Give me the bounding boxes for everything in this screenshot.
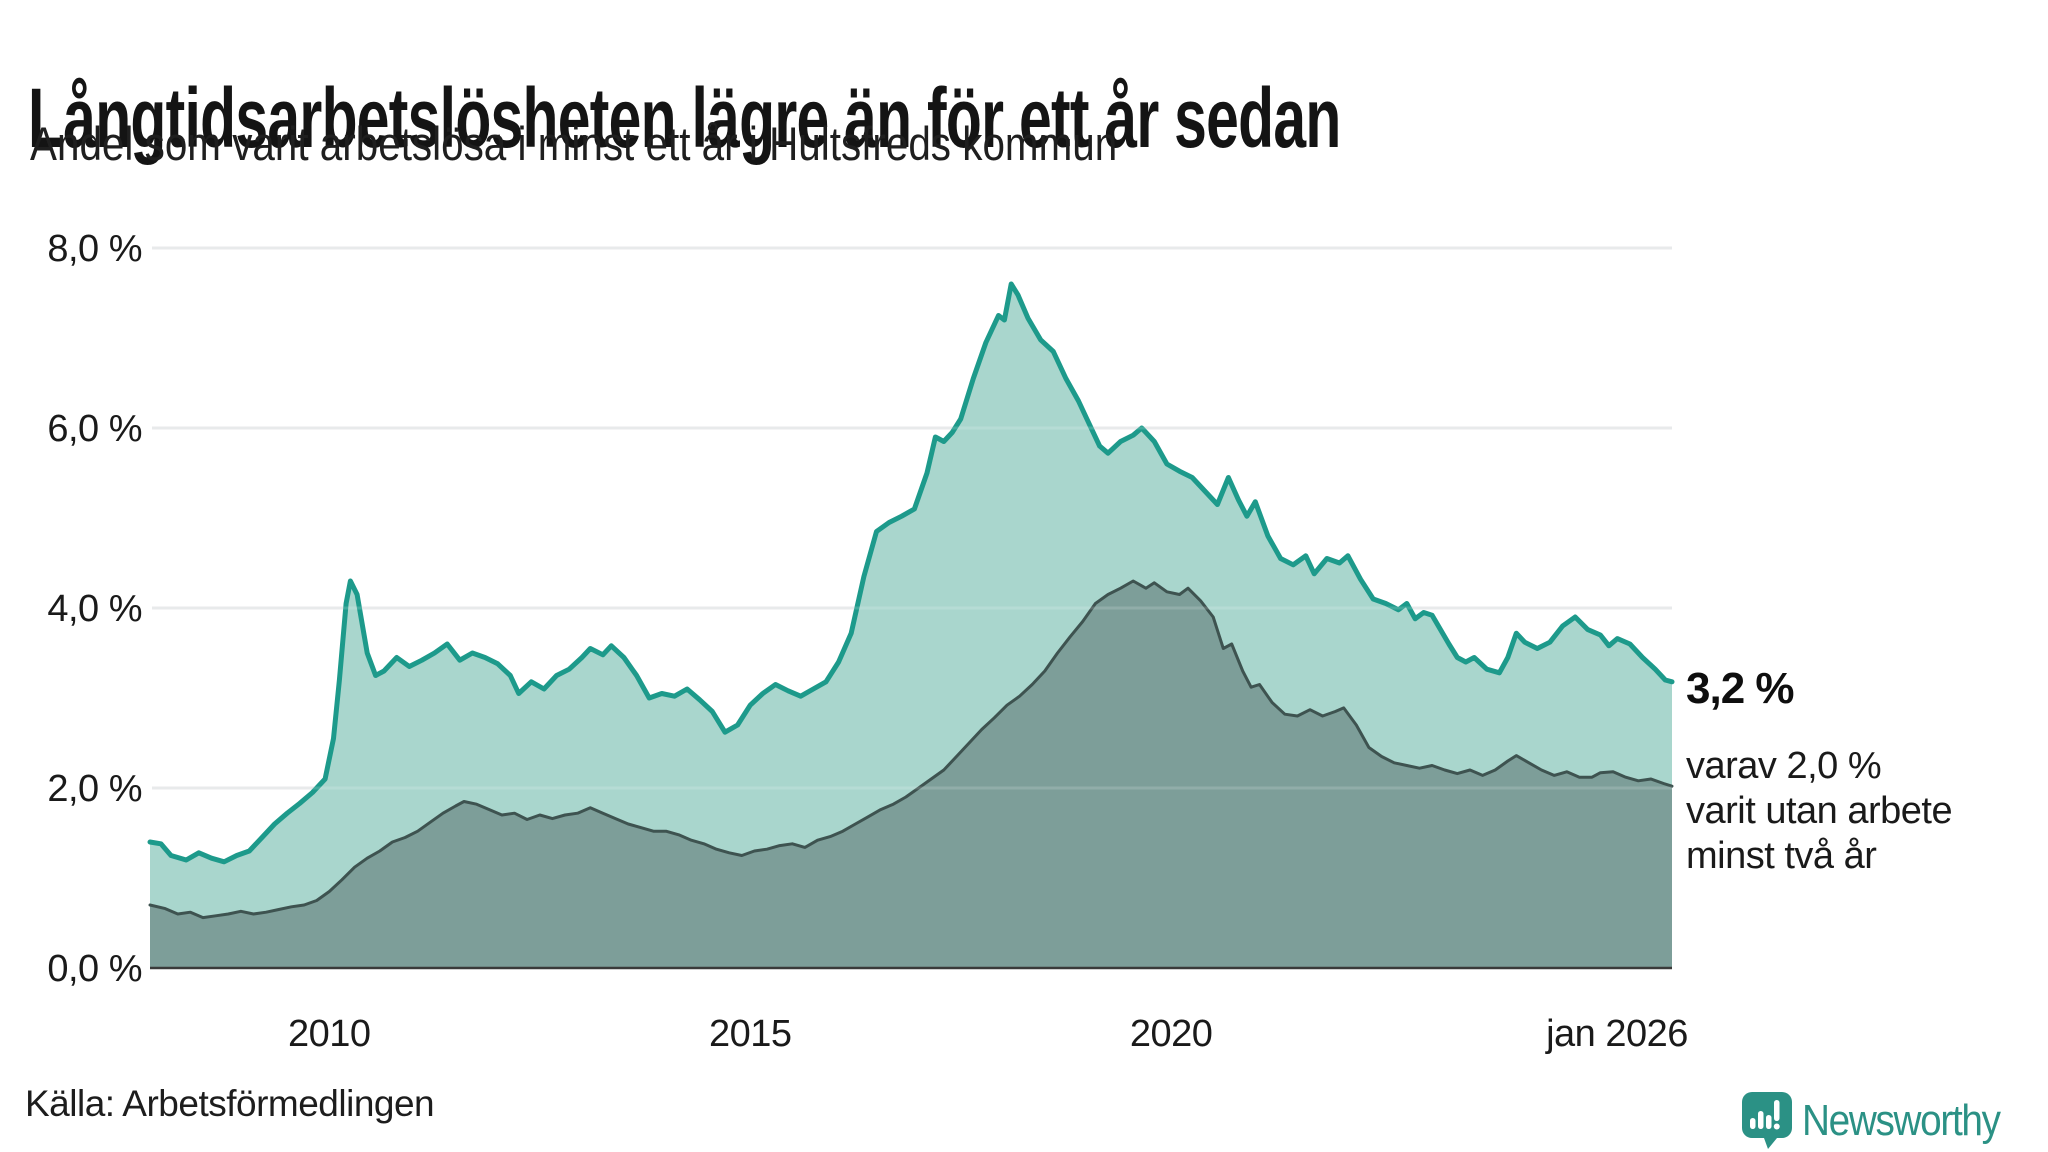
- source-note: Källa: Arbetsförmedlingen: [25, 1083, 435, 1124]
- x-tick-label: 2015: [709, 1013, 792, 1055]
- x-tick-label: jan 2026: [1545, 1013, 1688, 1055]
- x-tick-label: 2010: [288, 1013, 371, 1055]
- end-value-annotation: 3,2 % varav 2,0 % varit utan arbete mins…: [1686, 664, 2036, 879]
- page-title: Långtidsarbetslösheten lägre än för ett …: [28, 71, 1341, 166]
- end-value-total: 3,2 %: [1686, 664, 1795, 713]
- end-value-detail: varav 2,0 % varit utan arbete minst två …: [1686, 745, 1953, 877]
- y-tick-label: 0,0 %: [47, 948, 142, 990]
- newsworthy-speech-bubble-chart-icon: [1742, 1092, 1792, 1149]
- y-tick-label: 6,0 %: [47, 408, 142, 450]
- chart-subtitle: Andel som varit arbetslösa i minst ett å…: [30, 117, 1118, 170]
- area-series-2: [150, 581, 1672, 968]
- y-tick-label: 8,0 %: [47, 228, 142, 270]
- y-tick-label: 4,0 %: [47, 588, 142, 630]
- line-series-1: [147, 281, 1675, 865]
- newsworthy-wordmark: Newsworthy: [1802, 1096, 2001, 1145]
- y-tick-label: 2,0 %: [47, 768, 142, 810]
- newsworthy-logo: Newsworthy: [1742, 1092, 2027, 1150]
- line-series-2: [148, 579, 1674, 920]
- x-tick-label: 2020: [1130, 1013, 1213, 1055]
